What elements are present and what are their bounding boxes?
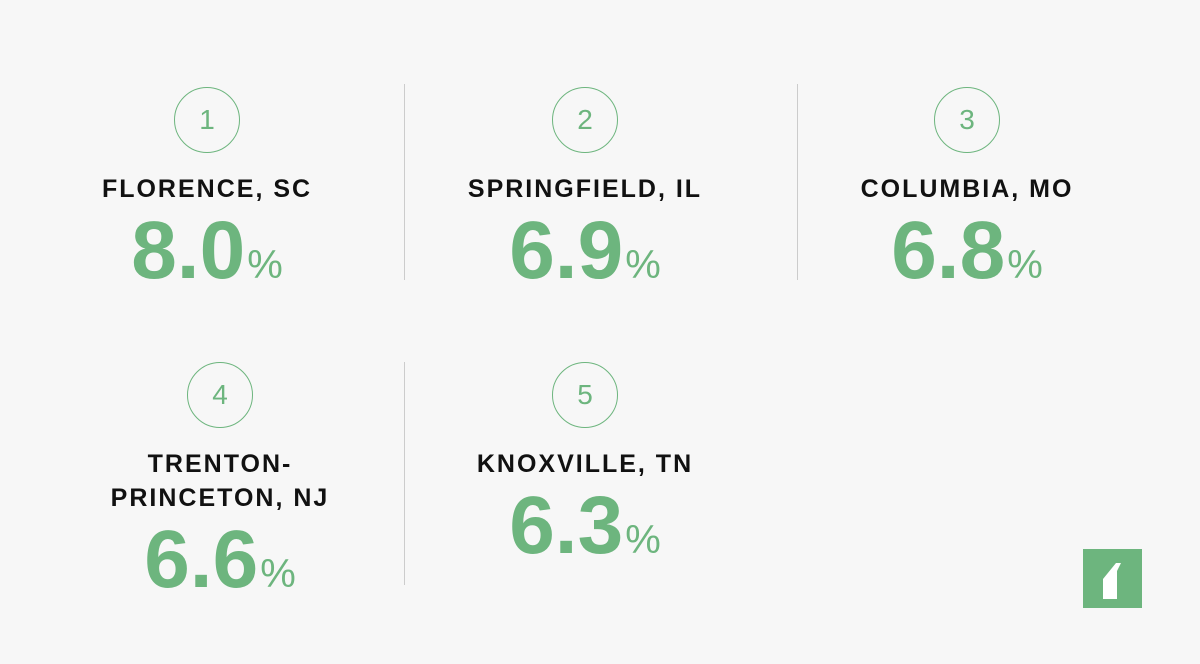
value-number: 6.6 [144, 514, 259, 605]
rank-badge: 3 [934, 87, 1000, 153]
value: 6.8% [891, 206, 1043, 296]
logo [1083, 549, 1142, 608]
ranking-item: 3 COLUMBIA, MO 6.8% [777, 87, 1157, 296]
rank-badge: 2 [552, 87, 618, 153]
city-name: FLORENCE, SC [101, 175, 313, 203]
city-name: KNOXVILLE, TN [476, 450, 694, 478]
city-name: TRENTON-PRINCETON, NJ [110, 450, 330, 512]
divider [797, 84, 798, 280]
value: 8.0% [131, 206, 283, 296]
ranking-item: 5 KNOXVILLE, TN 6.3% [395, 362, 775, 571]
value-unit: % [1007, 243, 1043, 287]
value: 6.6% [144, 515, 296, 605]
ranking-item: 1 FLORENCE, SC 8.0% [17, 87, 397, 296]
city-name: SPRINGFIELD, IL [467, 175, 703, 203]
ranking-item: 2 SPRINGFIELD, IL 6.9% [395, 87, 775, 296]
value-unit: % [625, 518, 661, 562]
city-name: COLUMBIA, MO [860, 175, 1074, 203]
value-unit: % [260, 552, 296, 596]
value: 6.3% [509, 481, 661, 571]
value: 6.9% [509, 206, 661, 296]
rank-badge: 1 [174, 87, 240, 153]
value-number: 6.8 [891, 205, 1006, 296]
rank-badge: 5 [552, 362, 618, 428]
value-number: 6.9 [509, 205, 624, 296]
divider [404, 362, 405, 585]
value-number: 8.0 [131, 205, 246, 296]
value-unit: % [625, 243, 661, 287]
rank-badge: 4 [187, 362, 253, 428]
divider [404, 84, 405, 280]
value-unit: % [247, 243, 283, 287]
ranking-item: 4 TRENTON-PRINCETON, NJ 6.6% [30, 362, 410, 605]
value-number: 6.3 [509, 480, 624, 571]
